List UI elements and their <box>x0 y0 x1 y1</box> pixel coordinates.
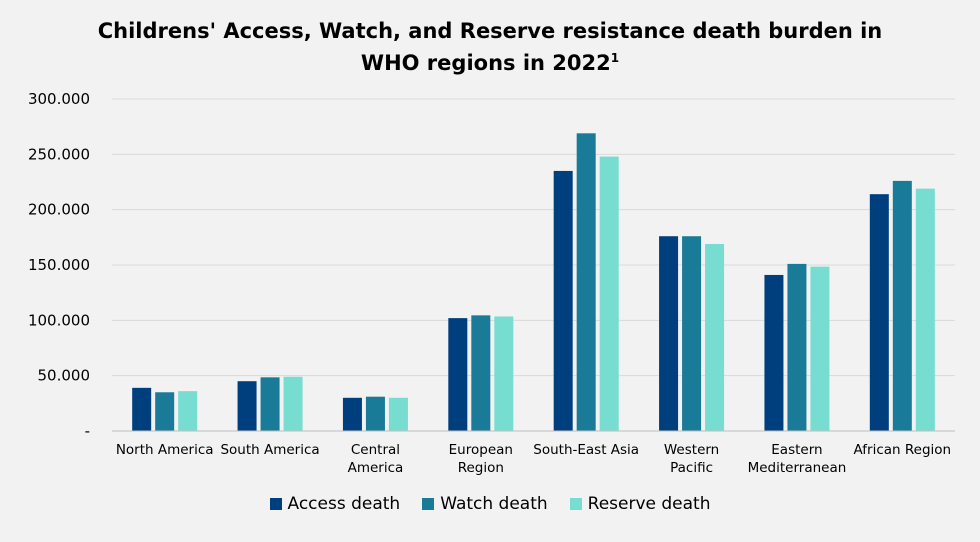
chart-title: Childrens' Access, Watch, and Reserve re… <box>90 18 890 77</box>
bar <box>810 266 830 431</box>
bar <box>659 236 679 431</box>
x-category-label: Western Pacific <box>664 442 719 476</box>
chart-title-line1: Childrens' Access, Watch, and Reserve re… <box>97 19 883 43</box>
x-category-label-line: Mediterranean <box>748 460 847 476</box>
x-category-label: North America <box>116 442 214 458</box>
bar <box>260 377 280 431</box>
bar <box>471 315 491 431</box>
x-category-label-line: South America <box>220 442 319 458</box>
bar <box>682 236 702 431</box>
y-tick-label: 150.000 <box>28 256 90 274</box>
x-category-label: Eastern Mediterranean <box>748 442 847 476</box>
bar <box>132 387 152 431</box>
y-tick-label: - <box>85 422 90 440</box>
chart-title-footnote: 1 <box>610 51 620 65</box>
x-category-label-line: Region <box>458 460 504 476</box>
x-category-label: African Region <box>854 442 952 458</box>
legend-label: Access death <box>287 494 401 514</box>
bar <box>764 274 784 431</box>
bar-chart: - 50.000 100.000 150.000 200.000 250.000 300.0… <box>28 90 955 476</box>
x-category-label-line: Central <box>351 442 400 458</box>
bar <box>342 397 362 431</box>
bar <box>787 263 807 431</box>
x-category-label-line: North America <box>116 442 214 458</box>
legend-swatch <box>422 498 435 510</box>
x-category-label: South-East Asia <box>533 442 639 458</box>
bar <box>155 392 175 431</box>
legend-item: Access death <box>269 494 401 514</box>
x-category-label: South America <box>220 442 319 458</box>
y-tick-label: 250.000 <box>28 145 90 163</box>
x-category-label: European Region <box>449 442 513 476</box>
bar <box>705 243 725 431</box>
bar <box>576 133 596 431</box>
x-category-label-line: Western <box>664 442 719 458</box>
bar <box>599 156 619 431</box>
x-category-label-line: Eastern <box>771 442 822 458</box>
bar <box>283 376 303 431</box>
legend: Access death Watch death Reserve death <box>0 494 980 514</box>
bar <box>365 396 385 431</box>
bar <box>448 318 468 431</box>
legend-label: Watch death <box>440 494 548 514</box>
bar <box>494 316 514 431</box>
x-category-label-line: Pacific <box>670 460 713 476</box>
gridlines <box>112 98 955 377</box>
bar <box>869 194 889 431</box>
bar <box>915 188 935 431</box>
legend-label: Reserve death <box>587 494 711 514</box>
bar <box>178 391 198 431</box>
x-category-label: Central America <box>348 442 404 476</box>
y-tick-label: 200.000 <box>28 201 90 219</box>
chart-title-line2-text: WHO regions in 2022 <box>360 51 611 75</box>
bar <box>553 170 573 431</box>
x-category-label-line: European <box>449 442 513 458</box>
legend-item: Reserve death <box>569 494 711 514</box>
legend-swatch <box>569 498 582 510</box>
x-category-label-line: South-East Asia <box>533 442 639 458</box>
x-axis-labels: North America South America Central America… <box>116 442 951 476</box>
bar <box>388 397 408 431</box>
legend-item: Watch death <box>422 494 548 514</box>
y-tick-label: 100.000 <box>28 311 90 329</box>
y-tick-label: 50.000 <box>38 367 91 385</box>
legend-swatch <box>269 498 282 510</box>
bar <box>237 381 257 431</box>
bars <box>132 133 935 431</box>
y-tick-label: 300.000 <box>28 90 90 108</box>
chart-title-line2: WHO regions in 20221 <box>90 45 890 77</box>
x-category-label-line: America <box>348 460 404 476</box>
x-category-label-line: African Region <box>854 442 952 458</box>
y-axis-ticks: - 50.000 100.000 150.000 200.000 250.000 300.0… <box>28 90 90 440</box>
bar <box>892 180 912 431</box>
